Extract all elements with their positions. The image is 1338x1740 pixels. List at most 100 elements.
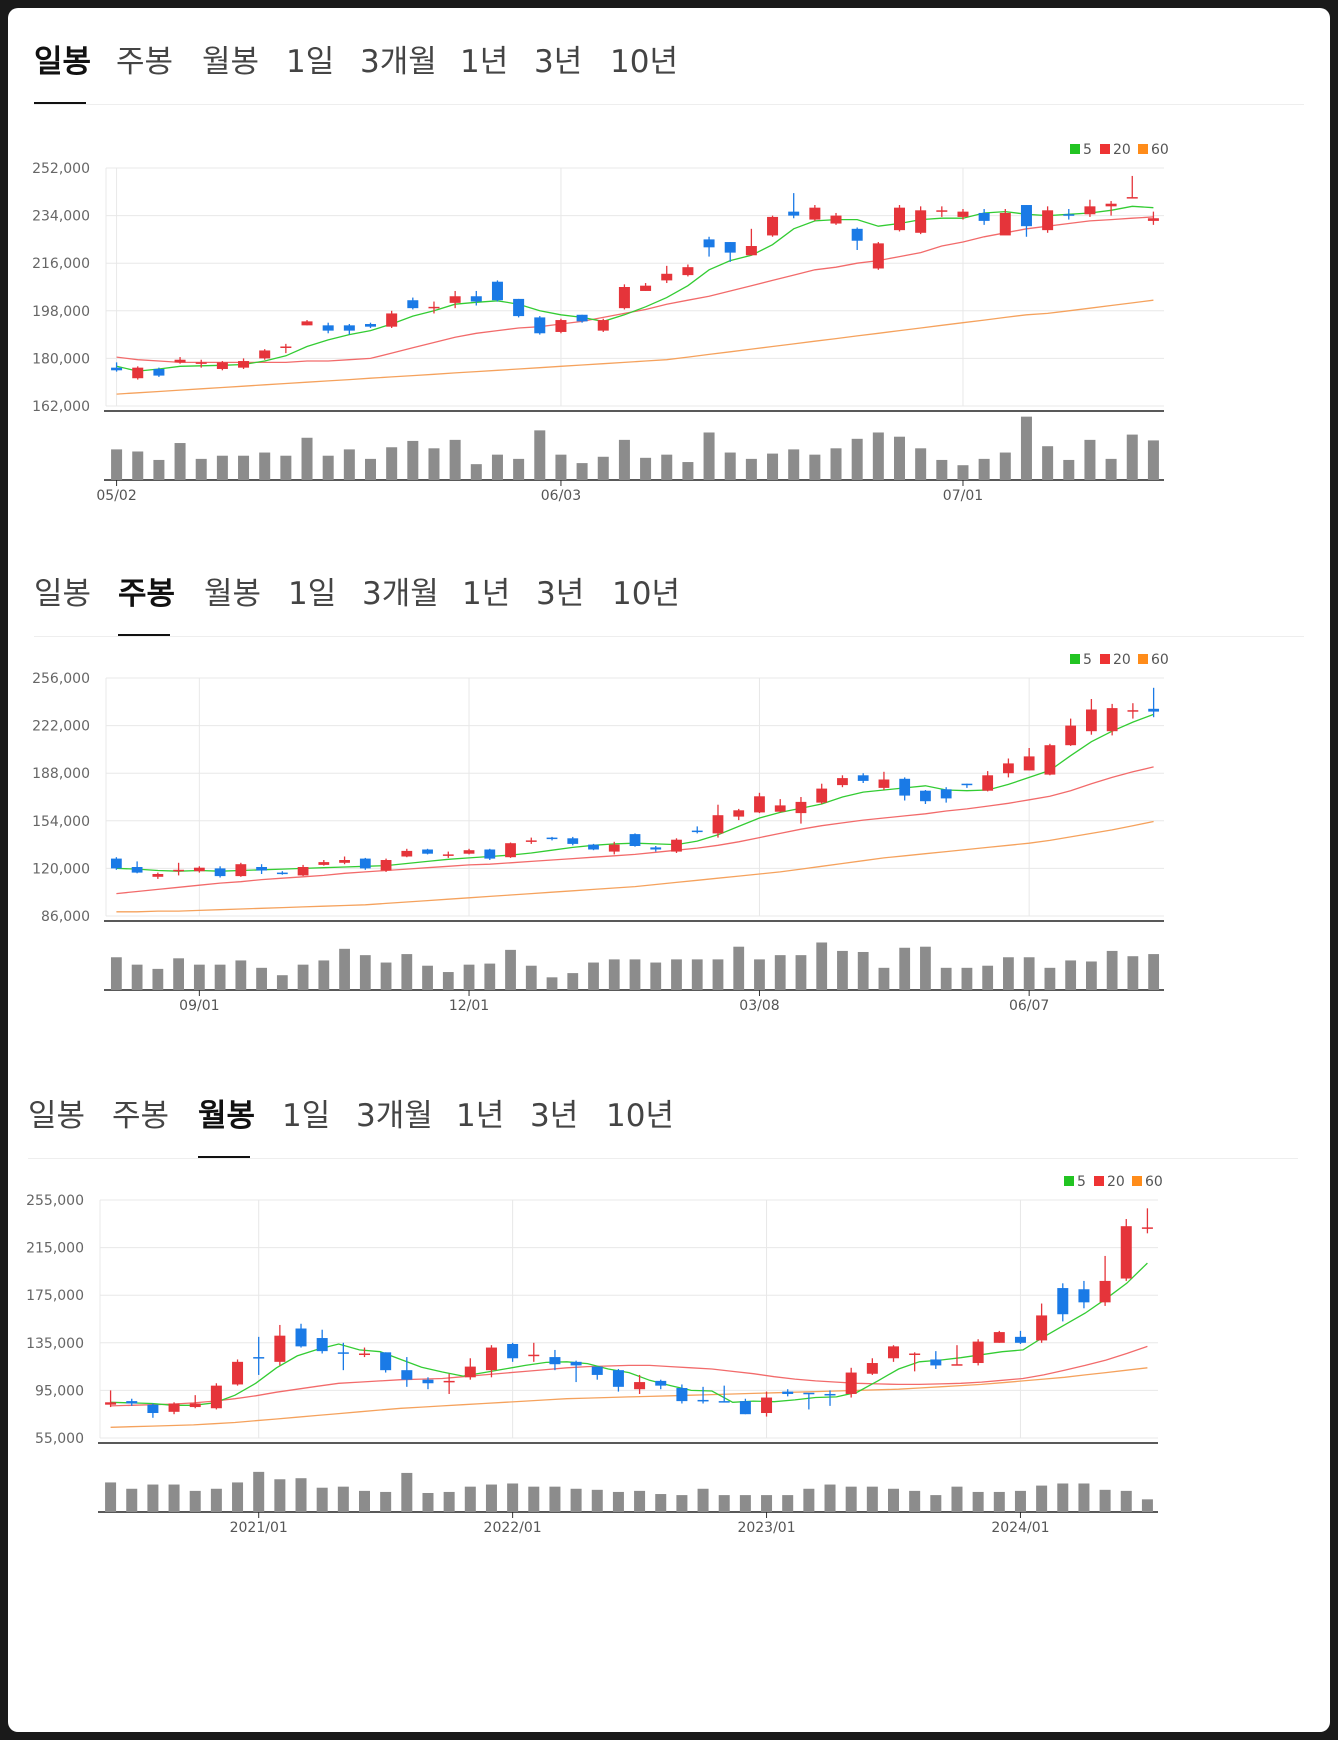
candle[interactable] <box>111 362 123 372</box>
tab-1day-tab[interactable]: 1일 <box>288 576 337 612</box>
candle[interactable] <box>152 872 164 879</box>
tab-monthly-tab[interactable]: 월봉 <box>198 1098 256 1134</box>
candlestick-chart[interactable]: 256,000 222,000 188,000 154,000 120,000 86,00… <box>8 562 1330 1032</box>
candle[interactable] <box>570 1360 582 1383</box>
candle[interactable] <box>232 1359 244 1386</box>
tab-weekly-tab[interactable]: 주봉 <box>112 1098 170 1134</box>
candle[interactable] <box>235 862 247 877</box>
candle[interactable] <box>463 848 475 855</box>
candle[interactable] <box>546 836 558 841</box>
candle[interactable] <box>612 1368 624 1392</box>
candle[interactable] <box>767 215 779 237</box>
candle[interactable] <box>650 846 662 852</box>
candle[interactable] <box>358 1347 371 1358</box>
candle[interactable] <box>1141 1208 1153 1234</box>
candle[interactable] <box>214 866 226 878</box>
candle[interactable] <box>972 1339 984 1366</box>
candle[interactable] <box>132 366 144 380</box>
candle[interactable] <box>195 359 207 368</box>
candle[interactable] <box>507 1342 519 1362</box>
candle[interactable] <box>555 318 567 334</box>
candle[interactable] <box>322 322 334 334</box>
candle[interactable] <box>216 361 228 371</box>
candle[interactable] <box>1126 175 1138 199</box>
tab-10year-tab[interactable]: 10년 <box>612 576 680 612</box>
candle[interactable] <box>803 1392 815 1410</box>
tab-monthly-tab[interactable]: 월봉 <box>202 44 260 80</box>
candle[interactable] <box>851 227 863 250</box>
candle[interactable] <box>872 242 884 270</box>
candle[interactable] <box>634 1374 646 1394</box>
candle[interactable] <box>591 1366 603 1380</box>
candle[interactable] <box>576 314 588 323</box>
candle[interactable] <box>280 343 292 354</box>
candle[interactable] <box>788 193 800 219</box>
tab-daily-tab[interactable]: 일봉 <box>34 44 92 80</box>
tab-daily-tab[interactable]: 일봉 <box>34 576 92 612</box>
candle[interactable] <box>1148 687 1160 718</box>
candle[interactable] <box>174 357 186 364</box>
tab-10year-tab[interactable]: 10년 <box>610 44 678 80</box>
candle[interactable] <box>795 797 807 824</box>
tab-weekly-tab[interactable]: 주봉 <box>118 576 176 612</box>
candlestick-chart[interactable]: 255,000 215,000 175,000 135,000 95,000 55,000… <box>8 1084 1330 1554</box>
candle[interactable] <box>528 1342 540 1362</box>
candle[interactable] <box>745 228 757 256</box>
candle[interactable] <box>671 838 682 853</box>
candle[interactable] <box>295 1323 307 1348</box>
candle[interactable] <box>1023 748 1035 771</box>
candle[interactable] <box>640 283 652 291</box>
tab-3month-tab[interactable]: 3개월 <box>360 44 437 80</box>
candle[interactable] <box>893 205 906 232</box>
tab-1year-tab[interactable]: 1년 <box>462 576 511 612</box>
candle[interactable] <box>491 280 503 302</box>
tab-3year-tab[interactable]: 3년 <box>534 44 583 80</box>
candle[interactable] <box>525 837 537 844</box>
candle[interactable] <box>878 771 890 790</box>
candle[interactable] <box>724 242 736 262</box>
candle[interactable] <box>936 206 948 217</box>
candle[interactable] <box>131 861 143 874</box>
tab-3month-tab[interactable]: 3개월 <box>356 1098 433 1134</box>
candle[interactable] <box>1042 206 1054 233</box>
candle[interactable] <box>297 864 309 877</box>
candle[interactable] <box>422 848 433 855</box>
candle[interactable] <box>782 1389 794 1397</box>
candle[interactable] <box>761 1391 773 1417</box>
candle[interactable] <box>318 860 330 866</box>
candle[interactable] <box>505 842 516 858</box>
candle[interactable] <box>940 787 952 803</box>
tab-weekly-tab[interactable]: 주봉 <box>116 44 174 80</box>
candle[interactable] <box>1084 199 1096 217</box>
tab-10year-tab[interactable]: 10년 <box>606 1098 674 1134</box>
candle[interactable] <box>337 1342 349 1371</box>
candle[interactable] <box>449 290 461 309</box>
candle[interactable] <box>1099 1255 1111 1306</box>
candle[interactable] <box>682 264 694 277</box>
candle[interactable] <box>386 310 398 328</box>
tab-1day-tab[interactable]: 1일 <box>286 44 335 80</box>
candle[interactable] <box>534 316 546 335</box>
tab-3year-tab[interactable]: 3년 <box>536 576 585 612</box>
candle[interactable] <box>443 1373 455 1394</box>
candle[interactable] <box>618 284 630 310</box>
tab-monthly-tab[interactable]: 월봉 <box>204 576 262 612</box>
candle[interactable] <box>343 324 355 335</box>
candle[interactable] <box>253 1336 265 1375</box>
candle[interactable] <box>567 836 579 846</box>
candle[interactable] <box>920 790 931 804</box>
candle[interactable] <box>957 208 969 220</box>
candle[interactable] <box>837 775 848 788</box>
candle[interactable] <box>484 848 496 860</box>
candle[interactable] <box>401 1357 413 1387</box>
candle[interactable] <box>857 773 869 783</box>
candle[interactable] <box>359 857 371 870</box>
candle[interactable] <box>824 1390 836 1406</box>
candle[interactable] <box>339 856 350 865</box>
candle[interactable] <box>1065 718 1077 746</box>
candle[interactable] <box>1057 1283 1069 1322</box>
candle[interactable] <box>655 1379 667 1390</box>
candle[interactable] <box>597 318 609 332</box>
candle[interactable] <box>173 862 185 876</box>
candle[interactable] <box>909 1352 921 1372</box>
